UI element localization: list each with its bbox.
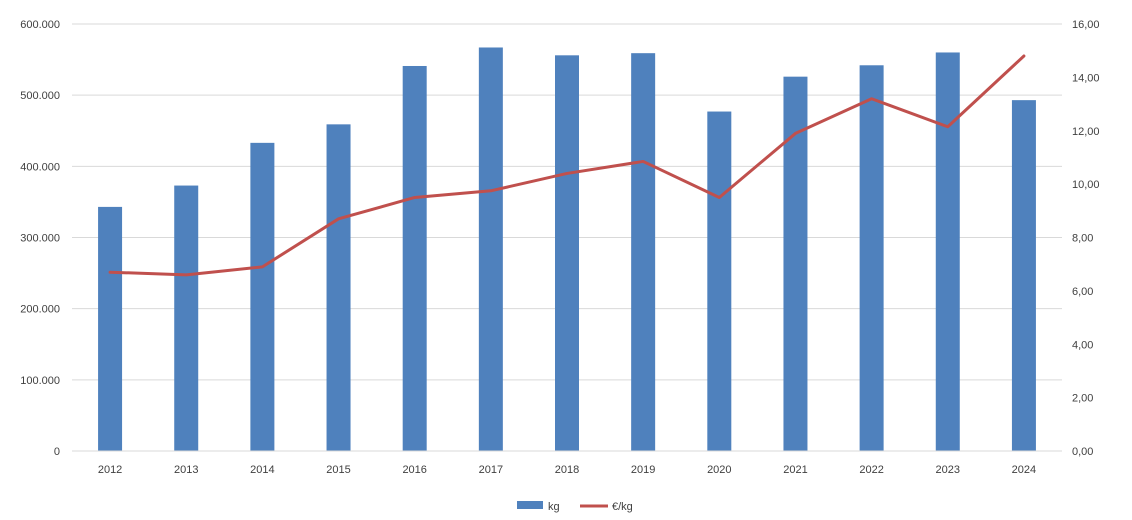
line-series (108, 54, 1026, 277)
left-tick-label: 300.000 (20, 233, 60, 245)
left-axis-ticks: 0 100.000 200.000 300.000 400.000 500.000 600.… (20, 19, 60, 458)
right-tick-label: 4,00 (1072, 339, 1093, 351)
x-axis-ticks: 2012 2013 2014 2015 2016 2017 2018 2019 2020 2021… (98, 464, 1036, 476)
left-tick-label: 100.000 (20, 375, 60, 387)
bar (174, 185, 199, 451)
x-tick-label: 2018 (555, 464, 579, 476)
right-tick-label: 10,00 (1072, 179, 1100, 191)
x-tick-label: 2013 (174, 464, 198, 476)
x-tick-label: 2017 (479, 464, 503, 476)
right-tick-label: 14,00 (1072, 72, 1100, 84)
right-tick-label: 0,00 (1072, 446, 1093, 458)
x-tick-label: 2024 (1012, 464, 1036, 476)
legend-label-price: €/kg (612, 501, 633, 513)
bar (402, 65, 427, 451)
left-tick-label: 0 (54, 446, 60, 458)
bar-series (98, 47, 1036, 452)
x-tick-label: 2016 (402, 464, 426, 476)
right-tick-label: 6,00 (1072, 286, 1093, 298)
x-tick-label: 2012 (98, 464, 122, 476)
right-axis-ticks: 0,00 2,00 4,00 6,00 8,00 10,00 12,00 14,00 16,00 (1072, 19, 1100, 458)
x-tick-label: 2020 (707, 464, 731, 476)
right-tick-label: 8,00 (1072, 233, 1093, 245)
bar (478, 47, 503, 452)
right-tick-label: 16,00 (1072, 19, 1100, 31)
left-tick-label: 600.000 (20, 19, 60, 31)
x-tick-label: 2014 (250, 464, 274, 476)
bar (250, 142, 275, 451)
legend-label-kg: kg (548, 501, 560, 513)
bar (859, 65, 884, 451)
x-tick-label: 2015 (326, 464, 350, 476)
bar (98, 206, 123, 451)
right-tick-label: 12,00 (1072, 126, 1100, 138)
bar (326, 124, 351, 451)
left-tick-label: 400.000 (20, 161, 60, 173)
x-tick-label: 2022 (859, 464, 883, 476)
bar (631, 53, 656, 451)
left-tick-label: 500.000 (20, 90, 60, 102)
legend: kg €/kg (517, 501, 633, 513)
bar (707, 111, 732, 451)
x-tick-label: 2019 (631, 464, 655, 476)
bar (555, 55, 579, 452)
left-tick-label: 200.000 (20, 304, 60, 316)
bar (935, 52, 960, 451)
x-tick-label: 2023 (936, 464, 960, 476)
bar (1011, 100, 1036, 452)
right-tick-label: 2,00 (1072, 393, 1093, 405)
legend-swatch-kg (517, 501, 543, 509)
x-tick-label: 2021 (783, 464, 807, 476)
price-line (108, 54, 1026, 277)
